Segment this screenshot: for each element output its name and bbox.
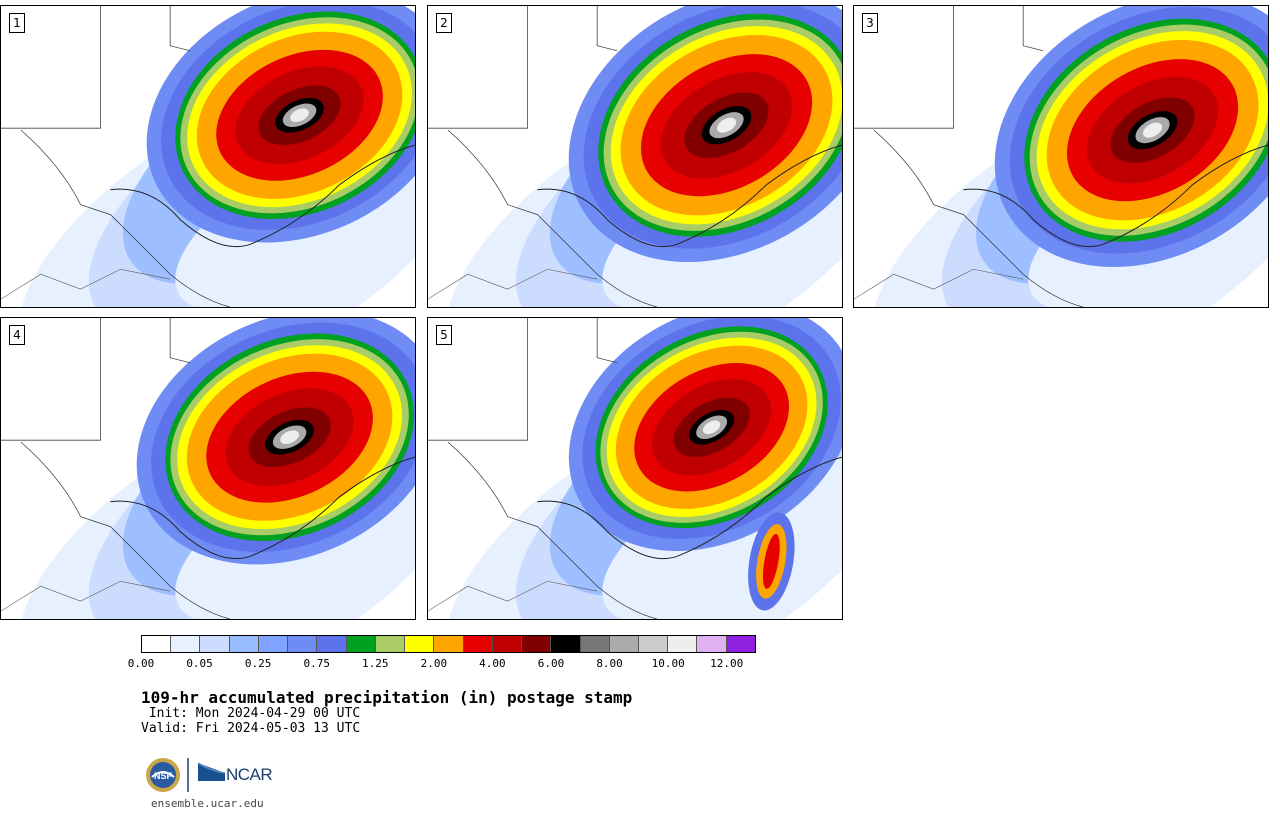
colorbar-tick-label: 6.00 (537, 657, 565, 670)
colorbar-swatch (434, 636, 464, 652)
colorbar-swatch (288, 636, 318, 652)
panel-label-3: 3 (862, 13, 878, 33)
colorbar-swatch (580, 636, 610, 652)
ncar-logo-text: NCAR (226, 765, 273, 784)
colorbar-swatch (346, 636, 376, 652)
precip-map-3 (854, 6, 1268, 307)
forecast-panel-2[interactable]: 2 (427, 5, 843, 308)
colorbar-tick-label: 1.25 (362, 657, 389, 670)
colorbar-tick-label: 0.05 (186, 657, 213, 670)
forecast-panel-1[interactable]: 1 (0, 5, 416, 308)
colorbar-tick-label: 0.75 (303, 657, 330, 670)
colorbar-tick-label: 12.00 (710, 657, 744, 670)
panel-label-4: 4 (9, 325, 25, 345)
colorbar-swatch (317, 636, 347, 652)
colorbar-swatch (171, 636, 201, 652)
website-link[interactable]: ensemble.ucar.edu (151, 797, 264, 810)
colorbar-swatch (726, 636, 755, 652)
forecast-panel-5[interactable]: 5 (427, 317, 843, 620)
precip-map-2 (428, 6, 842, 307)
logo-area: NSF (145, 757, 285, 793)
colorbar-swatch (609, 636, 639, 652)
colorbar-ticks: 0.00 0.05 0.25 0.75 1.25 2.00 4.00 6.00 8.00 10.0… (128, 657, 756, 673)
colorbar-swatch (405, 636, 435, 652)
nsf-seal-icon: NSF (146, 758, 180, 792)
colorbar-swatch (229, 636, 259, 652)
colorbar (141, 635, 756, 653)
valid-time: Valid: Fri 2024-05-03 13 UTC (141, 721, 361, 736)
panel-label-2: 2 (436, 13, 452, 33)
precip-map-1 (1, 6, 415, 307)
ncar-logo-icon (197, 762, 226, 781)
colorbar-swatch (375, 636, 406, 652)
colorbar-swatch (200, 636, 230, 652)
init-time: Init: Mon 2024-04-29 00 UTC (141, 706, 361, 721)
colorbar-swatch (668, 636, 698, 652)
precip-map-5 (428, 318, 842, 619)
colorbar-tick-label: 8.00 (596, 657, 623, 670)
colorbar-swatch (522, 636, 552, 652)
colorbar-swatch (142, 636, 172, 652)
colorbar-tick-label: 10.00 (651, 657, 685, 670)
panel-label-5: 5 (436, 325, 452, 345)
colorbar-swatch (258, 636, 289, 652)
panel-label-1: 1 (9, 13, 25, 33)
colorbar-swatch (638, 636, 669, 652)
plot-title: 109-hr accumulated precipitation (in) po… (141, 688, 633, 707)
colorbar-swatch (697, 636, 727, 652)
svg-text:NSF: NSF (154, 771, 173, 781)
colorbar-tick-label: 4.00 (479, 657, 506, 670)
precip-map-4 (1, 318, 415, 619)
colorbar-tick-label: 0.00 (127, 657, 155, 670)
colorbar-tick-label: 2.00 (420, 657, 448, 670)
colorbar-swatch (551, 636, 581, 652)
colorbar-swatch (463, 636, 493, 652)
colorbar-swatch (492, 636, 523, 652)
forecast-panel-3[interactable]: 3 (853, 5, 1269, 308)
forecast-panel-4[interactable]: 4 (0, 317, 416, 620)
colorbar-tick-label: 0.25 (244, 657, 272, 670)
